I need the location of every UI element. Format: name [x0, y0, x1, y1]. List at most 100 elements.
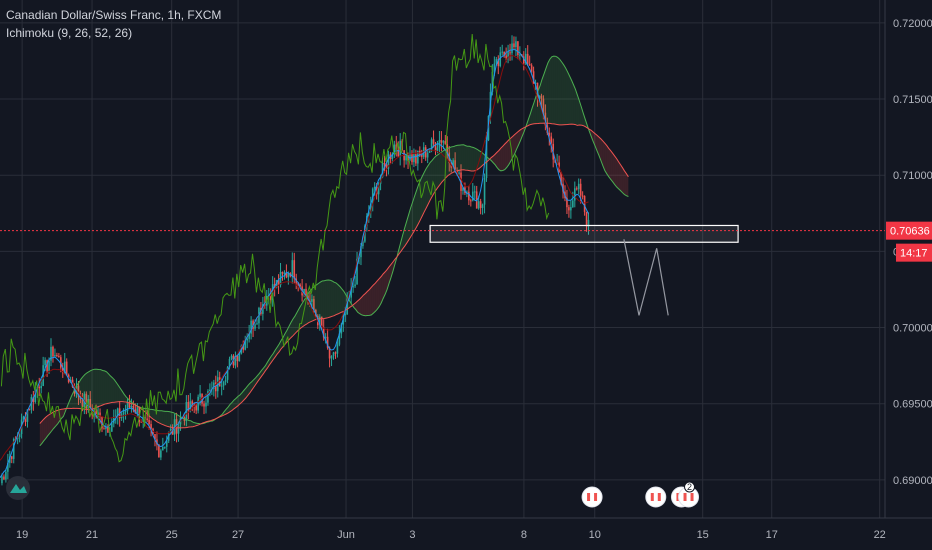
candle-body — [407, 155, 409, 161]
ichimoku-cloud-segment — [583, 112, 586, 127]
candle-body — [530, 65, 533, 72]
indicator-label[interactable]: Ichimoku (9, 26, 52, 26) — [6, 26, 133, 40]
ichimoku-cloud-segment — [84, 372, 87, 410]
ichimoku-cloud-segment — [563, 64, 566, 125]
ichimoku-cloud-segment — [224, 409, 227, 415]
candle-body — [387, 154, 390, 169]
ichimoku-cloud-segment — [465, 145, 468, 171]
candle-body — [548, 132, 551, 137]
ichimoku-cloud-segment — [192, 422, 195, 427]
ichimoku-cloud-segment — [163, 411, 166, 426]
ichimoku-cloud-segment — [292, 316, 295, 336]
ichimoku-cloud-segment — [459, 144, 462, 171]
candle-body — [369, 203, 372, 212]
ichimoku-cloud-segment — [565, 68, 568, 125]
ichimoku-cloud-segment — [612, 153, 615, 185]
candle-body — [560, 171, 562, 184]
ichimoku-cloud-segment — [157, 410, 160, 424]
candle-body — [89, 398, 92, 409]
ichimoku-cloud-segment — [267, 359, 270, 369]
candle-body — [63, 361, 66, 374]
candle-body — [473, 191, 476, 193]
ichimoku-cloud-segment — [481, 151, 484, 167]
ichimoku-cloud-segment — [365, 291, 368, 316]
y-tick-label: 0.72000 — [893, 18, 932, 30]
candle-body — [220, 385, 223, 387]
ichimoku-cloud-segment — [288, 322, 291, 340]
ichimoku-cloud-segment — [569, 75, 572, 125]
candle-body — [575, 188, 578, 190]
ichimoku-cloud-segment — [534, 96, 537, 124]
ichimoku-cloud-segment — [547, 59, 550, 124]
candle-body — [452, 160, 454, 168]
candle-body — [534, 82, 537, 84]
candle-body — [205, 402, 207, 407]
candle-body — [313, 299, 315, 310]
candle-body — [395, 144, 398, 150]
candle-body — [573, 188, 576, 201]
candle-body — [228, 358, 231, 368]
candle-body — [415, 154, 417, 164]
candle-body — [454, 160, 456, 171]
candle-body — [207, 391, 209, 403]
candle-body — [399, 140, 401, 157]
candle-body — [570, 207, 572, 211]
candle-body — [195, 405, 197, 411]
ichimoku-cloud-segment — [445, 148, 448, 178]
candle-body — [285, 272, 288, 278]
ichimoku-cloud-segment — [361, 295, 364, 316]
candle-body — [189, 401, 192, 411]
ichimoku-cloud-segment — [92, 369, 95, 410]
candle-body — [293, 260, 296, 279]
x-tick-label: 17 — [766, 529, 778, 541]
ichimoku-cloud-segment — [418, 180, 421, 224]
canada-flag-icon-stripe — [653, 493, 658, 501]
candle-body — [483, 177, 486, 205]
support-zone-rectangle[interactable] — [429, 224, 739, 243]
swiss-flag-icon-stripe — [686, 493, 691, 501]
ichimoku-cloud-segment — [110, 375, 113, 403]
candle-body — [171, 428, 174, 435]
candle-body — [148, 419, 150, 425]
ichimoku-cloud-segment — [414, 190, 417, 231]
candle-body — [111, 423, 113, 432]
ichimoku-cloud-segment — [338, 284, 340, 314]
ichimoku-cloud-segment — [514, 133, 517, 154]
candle-body — [124, 411, 127, 413]
ichimoku-cloud-segment — [45, 415, 48, 439]
candle-body — [311, 299, 313, 302]
ichimoku-cloud-segment — [571, 80, 574, 125]
projection-path[interactable] — [623, 239, 669, 316]
candle-body — [420, 154, 423, 157]
candle-body — [44, 360, 46, 366]
candle-body — [322, 327, 325, 338]
candle-body — [519, 54, 521, 56]
candle-body — [277, 279, 280, 286]
ichimoku-cloud-segment — [390, 261, 393, 278]
candle-body — [583, 196, 586, 212]
ichimoku-cloud-segment — [500, 146, 503, 171]
candle-body — [7, 462, 9, 472]
candle-body — [434, 143, 437, 151]
candle-body — [524, 53, 527, 64]
candle-body — [497, 59, 500, 67]
ichimoku-cloud-segment — [591, 130, 594, 142]
ichimoku-cloud-segment — [167, 411, 170, 427]
candle-body — [54, 355, 56, 357]
ichimoku-cloud-segment — [94, 369, 97, 409]
candle-body — [60, 357, 62, 368]
ichimoku-cloud-segment — [171, 412, 174, 428]
symbol-title[interactable]: Canadian Dollar/Swiss Franc, 1h, FXCM — [6, 8, 222, 22]
ichimoku-cloud-segment — [596, 135, 599, 156]
candle-body — [356, 258, 358, 285]
countdown-badge — [896, 243, 932, 262]
current-price-value: 0.70636 — [890, 226, 930, 238]
ichimoku-cloud-segment — [239, 392, 242, 404]
ichimoku-cloud-segment — [451, 146, 454, 174]
ichimoku-cloud-segment — [436, 154, 439, 190]
ichimoku-cloud-segment — [385, 269, 388, 295]
candle-body — [32, 397, 35, 402]
